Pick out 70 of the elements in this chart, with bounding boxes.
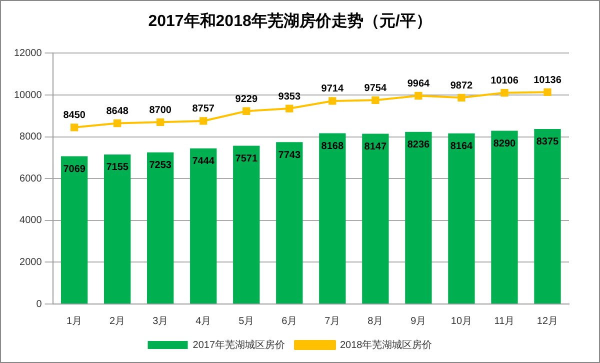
x-tick-label: 2月 [110, 316, 126, 327]
bar [147, 152, 174, 304]
y-tick-label: 4000 [20, 215, 42, 226]
x-tick-label: 7月 [324, 316, 340, 327]
point [328, 97, 336, 105]
data-label: 9872 [450, 80, 474, 92]
bar [60, 156, 88, 304]
y-tick-label: 2000 [20, 256, 42, 268]
point [200, 117, 208, 125]
bar [233, 146, 260, 304]
point [70, 124, 78, 132]
x-tick-label: 3月 [152, 316, 168, 327]
data-label: 9714 [321, 84, 344, 95]
chart-title: 2017年和2018年芜湖房价走势（元/平） [148, 11, 432, 30]
data-label: 7155 [106, 162, 129, 174]
point [414, 92, 422, 100]
bar [190, 148, 217, 304]
x-tick-label: 4月 [196, 316, 212, 327]
data-label: 8700 [149, 104, 172, 116]
data-label: 8147 [364, 141, 387, 152]
point [458, 94, 466, 102]
data-label: 8375 [536, 136, 560, 148]
legend-label: 2018年芜湖城区房价 [340, 338, 432, 351]
y-tick-label: 6000 [20, 173, 42, 184]
y-tick-label: 10000 [14, 90, 42, 101]
x-tick-label: 9月 [410, 316, 426, 327]
data-label: 8164 [450, 141, 474, 152]
data-label: 10136 [534, 74, 562, 86]
x-tick-label: 12月 [536, 316, 558, 327]
legend-label: 2017年芜湖城区房价 [192, 338, 286, 351]
bar [534, 128, 561, 304]
data-label: 10106 [490, 76, 519, 87]
bar [491, 130, 518, 304]
bar [104, 154, 131, 304]
bar [362, 134, 389, 304]
data-label: 8236 [407, 140, 430, 151]
bar [276, 142, 303, 304]
point [544, 88, 552, 96]
y-tick-label: 12000 [14, 48, 42, 59]
data-label: 8168 [321, 141, 344, 152]
data-label: 8450 [63, 110, 86, 122]
point [500, 88, 508, 97]
x-tick-label: 5月 [238, 316, 254, 327]
data-label: 7253 [149, 160, 172, 172]
point [156, 118, 164, 126]
x-tick-label: 10月 [450, 316, 472, 327]
point [372, 96, 380, 104]
point [242, 107, 250, 115]
point [114, 119, 122, 128]
bar [448, 133, 475, 304]
data-label: 9229 [235, 94, 258, 105]
data-label: 9353 [278, 91, 301, 102]
point [286, 104, 294, 112]
data-label: 9754 [364, 82, 387, 94]
data-label: 7444 [192, 156, 215, 168]
x-tick-label: 6月 [282, 316, 298, 327]
data-label: 8757 [192, 104, 215, 115]
data-label: 8648 [106, 106, 129, 118]
bar [405, 132, 432, 304]
y-tick-label: 0 [36, 298, 42, 310]
x-tick-label: 1月 [66, 316, 82, 327]
data-label: 7743 [278, 150, 301, 161]
data-label: 9964 [407, 78, 430, 90]
x-tick-label: 11月 [494, 316, 515, 327]
bar [319, 133, 346, 304]
data-label: 7069 [63, 164, 86, 176]
y-tick-label: 8000 [20, 132, 42, 143]
data-label: 7571 [235, 154, 258, 165]
x-tick-label: 8月 [368, 316, 384, 327]
data-label: 8290 [493, 138, 516, 150]
